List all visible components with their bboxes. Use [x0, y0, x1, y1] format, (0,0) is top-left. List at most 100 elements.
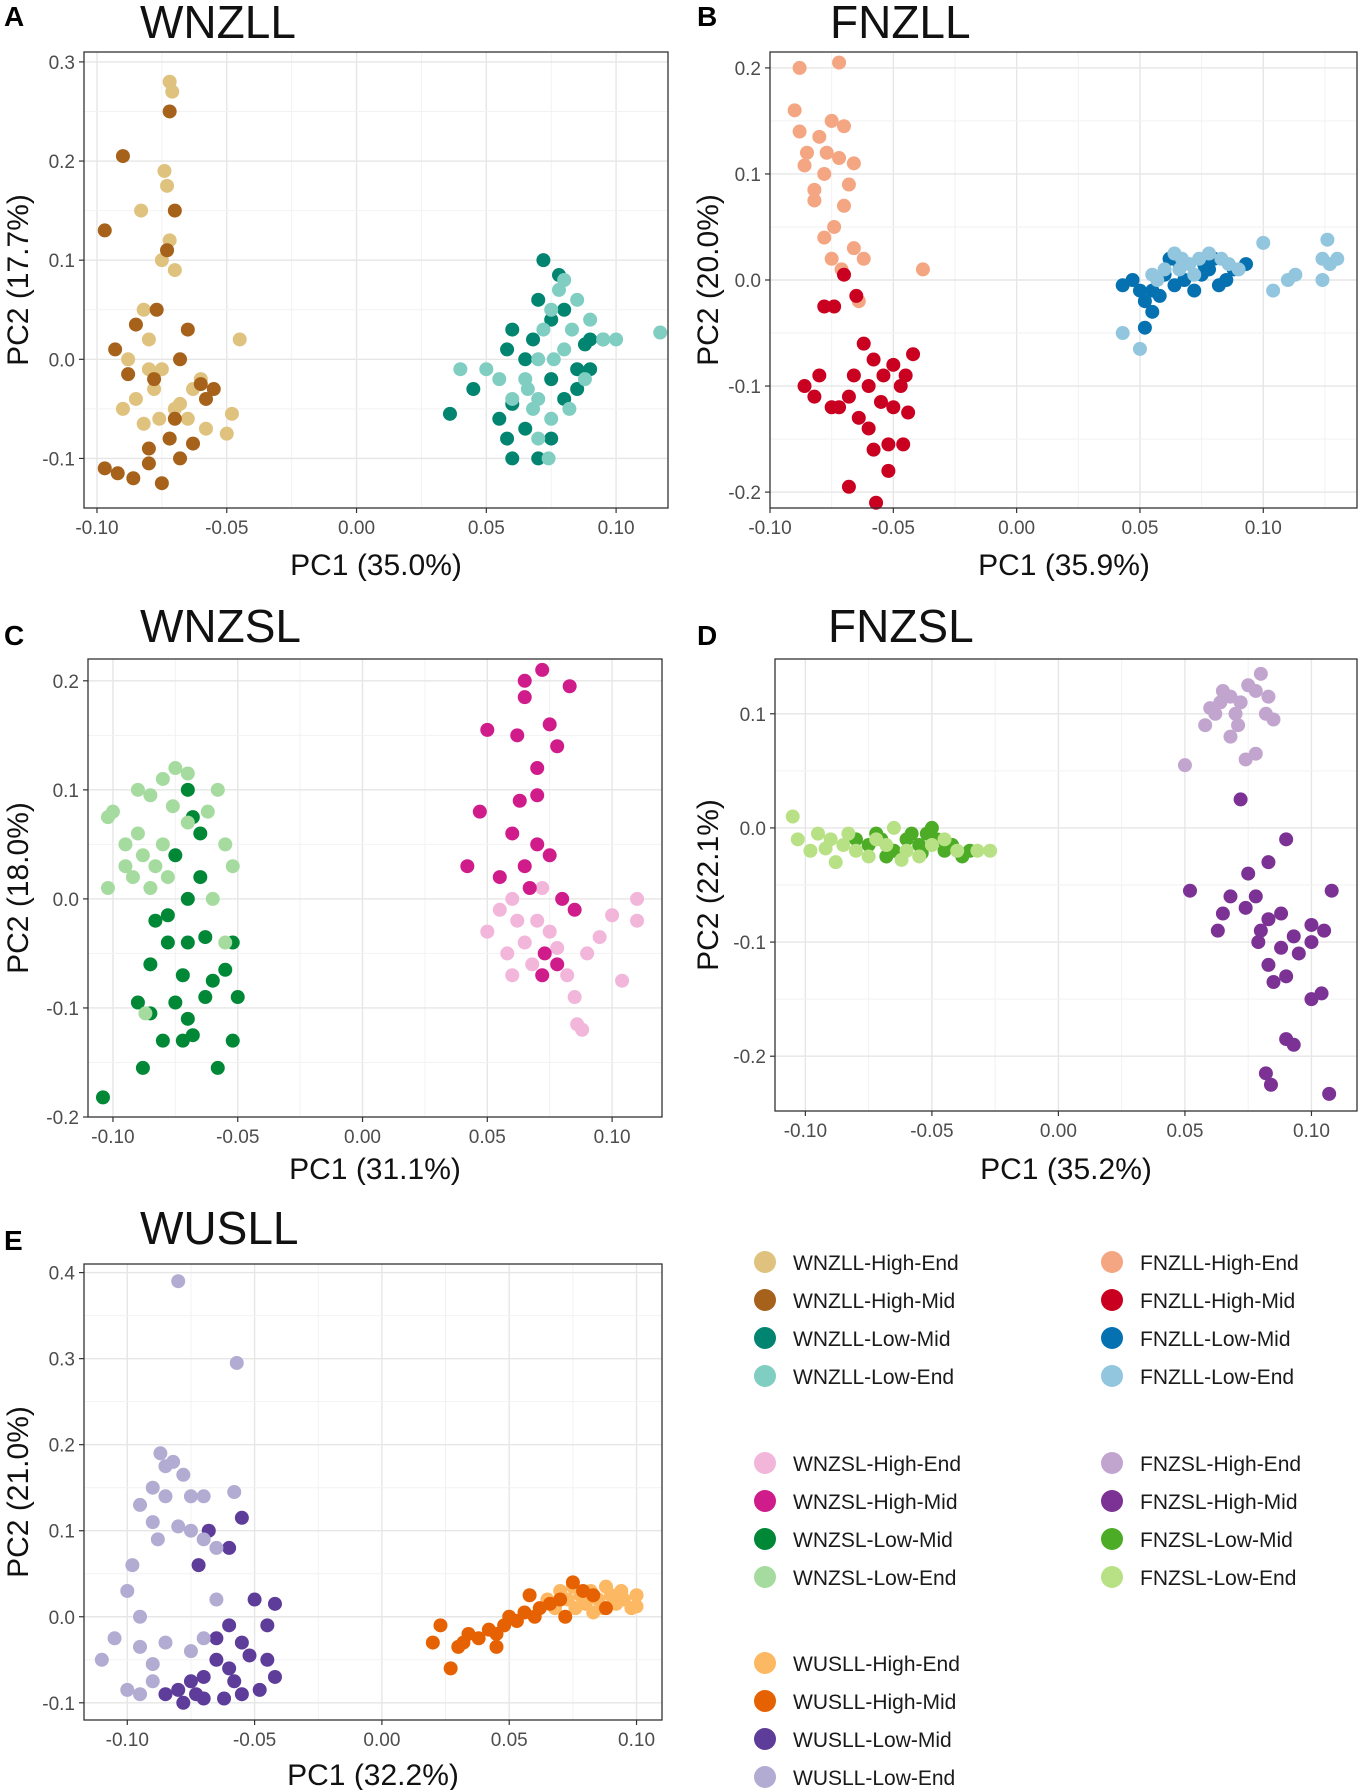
legend-label: WNZSL-High-Mid [793, 1491, 958, 1514]
data-point [126, 471, 141, 486]
data-point [165, 84, 180, 99]
legend-label: WNZSL-High-End [793, 1453, 961, 1476]
data-point [155, 837, 170, 852]
panel-title: FNZLL [830, 0, 971, 48]
data-point [565, 1575, 580, 1590]
legend-key [754, 1251, 776, 1273]
y-tick-label: 0.1 [53, 781, 79, 802]
data-point [1256, 235, 1271, 250]
data-point [152, 411, 167, 426]
data-point [553, 1592, 568, 1607]
data-point [218, 837, 233, 852]
data-point [557, 302, 572, 317]
data-point [135, 1060, 150, 1075]
legend-label: WNZLL-High-Mid [793, 1290, 955, 1313]
x-axis-label: PC1 (35.0%) [290, 549, 462, 582]
data-point [442, 406, 457, 421]
y-tick-label: 0.3 [49, 1350, 75, 1371]
data-point [562, 401, 577, 416]
data-point [196, 1489, 211, 1504]
data-point [505, 891, 520, 906]
data-point [797, 158, 812, 173]
data-point [155, 1033, 170, 1048]
data-point [1274, 940, 1289, 955]
data-point [846, 241, 861, 256]
data-point [609, 332, 624, 347]
data-point [157, 163, 172, 178]
data-point [570, 382, 585, 397]
legend-label: FNZLL-Low-End [1140, 1366, 1294, 1389]
data-point [567, 990, 582, 1005]
data-point [242, 1648, 257, 1663]
legend-key [754, 1728, 776, 1750]
data-point [107, 1631, 122, 1646]
data-point [841, 479, 856, 494]
series-WUSLL-Low-Mid [158, 1510, 282, 1710]
legend-label: FNZSL-High-Mid [1140, 1491, 1298, 1514]
data-point [143, 788, 158, 803]
data-point [492, 870, 507, 885]
data-point [492, 411, 507, 426]
y-axis-label: PC2 (18.0%) [2, 802, 35, 974]
legend-key [754, 1690, 776, 1712]
data-point [130, 995, 145, 1010]
data-point [94, 1652, 109, 1667]
data-point [125, 870, 140, 885]
data-point [217, 1691, 232, 1706]
data-point [136, 416, 151, 431]
y-tick-label: -0.2 [728, 483, 761, 504]
y-axis-label: PC2 (22.1%) [692, 799, 725, 971]
y-tick-label: -0.1 [42, 449, 75, 470]
data-point [1330, 251, 1345, 266]
data-point [234, 1687, 249, 1702]
y-tick-label: 0.2 [49, 152, 75, 173]
data-point [180, 815, 195, 830]
data-point [1172, 262, 1187, 277]
data-point [866, 352, 881, 367]
legend-label: FNZLL-High-Mid [1140, 1290, 1295, 1313]
y-axis-label: PC2 (21.0%) [2, 1406, 35, 1578]
data-point [167, 203, 182, 218]
data-point [180, 411, 195, 426]
y-tick-label: 0.2 [49, 1436, 75, 1457]
data-point [143, 957, 158, 972]
data-point [1261, 855, 1276, 870]
data-point [531, 451, 546, 466]
data-point [180, 1011, 195, 1026]
data-point [879, 838, 894, 853]
data-point [128, 317, 143, 332]
data-point [134, 203, 149, 218]
data-point [209, 1592, 224, 1607]
data-point [787, 103, 802, 118]
data-point [492, 372, 507, 387]
data-point [1125, 273, 1140, 287]
data-point [550, 940, 565, 955]
data-point [1320, 232, 1335, 247]
data-point [150, 1532, 165, 1547]
data-point [260, 1652, 275, 1667]
data-point [180, 891, 195, 906]
data-point [222, 1540, 237, 1555]
data-point [924, 820, 939, 835]
data-point [906, 347, 921, 362]
data-point [171, 1519, 186, 1534]
data-point [267, 1596, 282, 1611]
data-point [886, 400, 901, 415]
data-point [522, 1588, 537, 1603]
series-WNZLL-High-Mid [97, 104, 221, 491]
data-point [162, 431, 177, 446]
data-point [173, 451, 188, 466]
data-point [180, 935, 195, 950]
data-point [510, 913, 525, 928]
x-tick-label: 0.05 [468, 518, 505, 539]
data-point [183, 1489, 198, 1504]
data-point [819, 145, 834, 160]
data-point [886, 357, 901, 372]
data-point [230, 990, 245, 1005]
data-point [118, 859, 133, 874]
data-point [893, 379, 908, 394]
data-point [500, 431, 515, 446]
y-tick-label: 0.1 [49, 1522, 75, 1543]
data-point [141, 441, 156, 456]
data-point [799, 145, 814, 160]
